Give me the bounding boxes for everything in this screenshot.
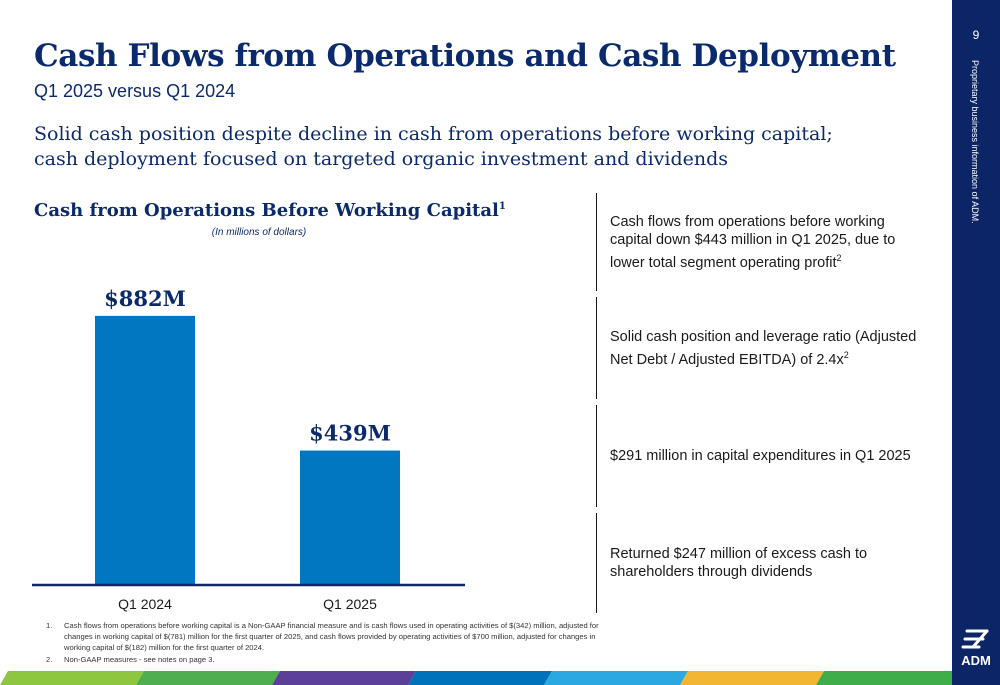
footnotes: 1. Cash flows from operations before work… <box>46 620 606 666</box>
bullet-text: Returned $247 million of excess cash to … <box>610 546 868 580</box>
bar-chart: $882M Q1 2024 $439M Q1 2025 <box>32 286 465 612</box>
bullet-cash-flows: Cash flows from operations before workin… <box>596 193 926 291</box>
page-title: Cash Flows from Operations and Cash Depl… <box>34 38 896 74</box>
color-band-segment <box>544 671 688 685</box>
x-tick-label: Q1 2024 <box>118 596 172 612</box>
bullet-text: $291 million in capital expenditures in … <box>610 448 911 464</box>
color-band-segment <box>408 671 552 685</box>
intro-statement: Solid cash position despite decline in c… <box>34 123 833 170</box>
bar-q1-2025 <box>300 450 400 584</box>
sidebar: 9 Proprietary business information of AD… <box>952 0 1000 685</box>
color-band-segment <box>0 671 144 685</box>
color-band-segment <box>680 671 824 685</box>
footnote-text: Non-GAAP measures - see notes on page 3. <box>64 655 215 664</box>
footnote-1: 1. Cash flows from operations before work… <box>46 620 606 653</box>
color-band <box>0 671 952 685</box>
footnote-text: Cash flows from operations before workin… <box>64 621 599 652</box>
color-band-segment <box>816 671 952 685</box>
bullet-text: Solid cash position and leverage ratio (… <box>610 328 917 368</box>
footnote-number: 2. <box>46 655 53 664</box>
page-subtitle: Q1 2025 versus Q1 2024 <box>34 81 236 101</box>
logo-text: ADM <box>961 653 991 668</box>
bullet-footnote: 2 <box>836 252 842 263</box>
bullet-footnote: 2 <box>843 349 849 360</box>
proprietary-notice: Proprietary business information of ADM. <box>970 60 980 224</box>
color-band-segment <box>136 671 280 685</box>
footnote-number: 1. <box>46 621 53 630</box>
bar-q1-2024 <box>95 315 195 584</box>
data-label: $439M <box>309 421 391 446</box>
chart-title-footnote: 1 <box>498 201 506 212</box>
footnote-2: 2. Non-GAAP measures - see notes on page … <box>46 654 606 665</box>
page-number: 9 <box>972 28 980 42</box>
chart-title: Cash from Operations Before Working Capi… <box>34 200 506 221</box>
bullet-leverage: Solid cash position and leverage ratio (… <box>596 297 926 399</box>
bullet-capex: $291 million in capital expenditures in … <box>596 405 926 507</box>
bullet-dividends: Returned $247 million of excess cash to … <box>596 513 926 613</box>
chart-units-note: (In millions of dollars) <box>211 227 307 238</box>
color-band-segment <box>272 671 416 685</box>
bullet-text: Cash flows from operations before workin… <box>610 213 896 271</box>
data-label: $882M <box>104 286 186 311</box>
adm-logo: ADM <box>957 628 995 668</box>
chart-title-text: Cash from Operations Before Working Capi… <box>34 200 499 221</box>
adm-logo-icon <box>961 629 989 649</box>
x-tick-label: Q1 2025 <box>323 596 377 612</box>
